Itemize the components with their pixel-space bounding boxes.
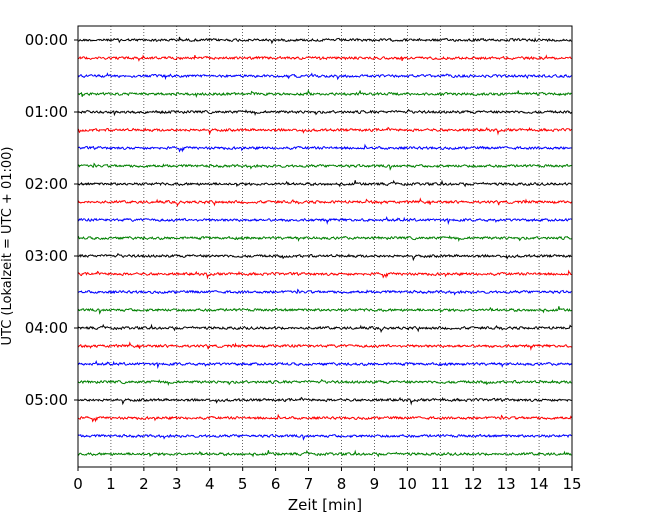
plot-frame xyxy=(77,25,573,468)
y-tick-label-05:00: 05:00 xyxy=(25,391,68,409)
x-tick-label-12: 12 xyxy=(464,475,483,493)
x-tick-label-3: 3 xyxy=(172,475,182,493)
trace-row-2 xyxy=(77,72,572,81)
x-tick-label-7: 7 xyxy=(304,475,314,493)
trace-row-0 xyxy=(77,36,572,45)
x-tick-label-15: 15 xyxy=(562,475,581,493)
x-tick-label-9: 9 xyxy=(370,475,380,493)
x-tick-label-5: 5 xyxy=(238,475,248,493)
trace-row-10 xyxy=(77,215,572,226)
trace-group xyxy=(77,36,572,458)
trace-row-1 xyxy=(77,54,572,62)
x-tick-label-8: 8 xyxy=(337,475,347,493)
y-tick-label-00:00: 00:00 xyxy=(25,31,68,49)
trace-row-6 xyxy=(77,143,572,153)
y-tick-label-03:00: 03:00 xyxy=(25,247,68,265)
trace-row-3 xyxy=(77,89,572,99)
x-tick-label-6: 6 xyxy=(271,475,281,493)
x-tick-label-10: 10 xyxy=(398,475,417,493)
trace-row-20 xyxy=(77,396,572,406)
trace-row-17 xyxy=(77,341,572,352)
y-axis-ticks: 00:00 01:00 02:00 03:00 04:00 05:00 xyxy=(25,31,78,409)
trace-row-8 xyxy=(77,179,572,188)
trace-row-11 xyxy=(77,235,572,243)
x-tick-label-0: 0 xyxy=(73,475,83,493)
trace-row-13 xyxy=(77,269,572,280)
x-tick-label-14: 14 xyxy=(530,475,549,493)
trace-row-18 xyxy=(77,359,572,370)
y-tick-label-02:00: 02:00 xyxy=(25,175,68,193)
trace-row-4 xyxy=(77,109,572,117)
x-tick-label-13: 13 xyxy=(497,475,516,493)
x-tick-label-11: 11 xyxy=(431,475,450,493)
x-tick-label-2: 2 xyxy=(139,475,149,493)
y-axis-label: UTC (Lokalzeit = UTC + 01:00) xyxy=(0,147,15,346)
trace-row-22 xyxy=(77,433,572,441)
trace-row-9 xyxy=(77,197,572,208)
y-tick-label-01:00: 01:00 xyxy=(25,103,68,121)
trace-row-15 xyxy=(77,306,572,315)
y-tick-label-04:00: 04:00 xyxy=(25,319,68,337)
trace-row-23 xyxy=(77,449,572,458)
trace-row-7 xyxy=(77,162,572,171)
x-axis-label: Zeit [min] xyxy=(288,496,362,514)
trace-row-12 xyxy=(77,253,572,262)
trace-row-19 xyxy=(77,379,572,387)
x-tick-label-1: 1 xyxy=(106,475,116,493)
trace-row-21 xyxy=(77,413,572,423)
trace-row-5 xyxy=(77,126,572,136)
x-tick-label-4: 4 xyxy=(205,475,215,493)
trace-row-14 xyxy=(77,288,572,296)
x-axis-ticks: 0 1 2 3 4 5 6 7 8 9 10 11 12 13 14 15 xyxy=(73,467,582,493)
trace-row-16 xyxy=(77,323,572,334)
